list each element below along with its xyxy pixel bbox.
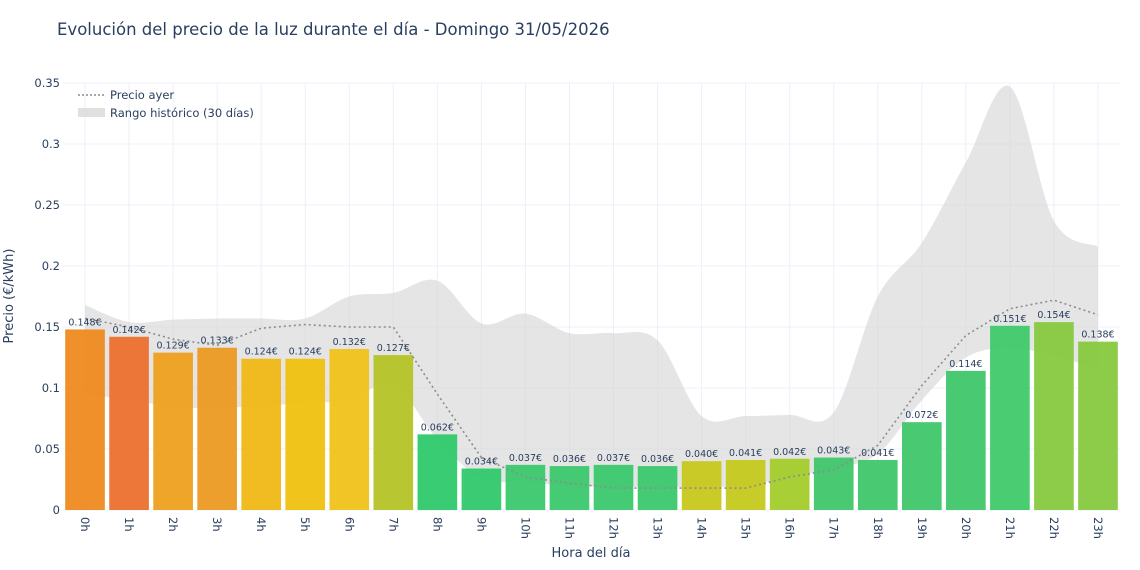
- x-tick-label: 16h: [783, 517, 797, 539]
- price-bar[interactable]: [549, 466, 590, 510]
- price-bar[interactable]: [593, 464, 634, 510]
- bar-value-label: 0.151€: [993, 314, 1026, 325]
- x-tick-label: 13h: [651, 517, 665, 539]
- bar-value-label: 0.041€: [861, 448, 894, 459]
- yesterday-price-line: [84, 299, 1099, 489]
- price-bar[interactable]: [946, 370, 986, 510]
- bar-layer: [65, 322, 1118, 510]
- x-tick-label: 5h: [298, 517, 312, 532]
- price-bar[interactable]: [153, 352, 193, 510]
- price-bar[interactable]: [901, 422, 942, 510]
- bar-value-label: 0.154€: [1037, 310, 1070, 321]
- bar-value-label: 0.114€: [949, 359, 982, 370]
- price-bar[interactable]: [769, 458, 810, 510]
- price-bar[interactable]: [197, 347, 237, 510]
- bar-value-label: 0.037€: [597, 453, 630, 464]
- price-bar[interactable]: [505, 464, 546, 510]
- x-tick-label: 19h: [915, 517, 929, 539]
- bar-value-label: 0.040€: [685, 449, 718, 460]
- bar-value-label: 0.036€: [553, 454, 586, 465]
- price-bar[interactable]: [725, 459, 766, 510]
- x-tick-label: 15h: [739, 517, 753, 539]
- x-tick-label: 0h: [78, 517, 92, 532]
- price-bar[interactable]: [1034, 322, 1074, 510]
- bar-value-label: 0.124€: [245, 347, 278, 358]
- y-axis-label: Precio (€/kWh): [2, 249, 17, 344]
- x-tick-label: 2h: [166, 517, 180, 532]
- price-bar[interactable]: [65, 329, 105, 510]
- x-tick-label: 12h: [607, 517, 621, 539]
- y-tick-label: 0.35: [34, 76, 60, 90]
- price-bar[interactable]: [417, 434, 458, 510]
- bar-value-label: 0.043€: [817, 446, 850, 457]
- x-tick-label: 14h: [695, 517, 709, 539]
- y-tick-label: 0.05: [34, 442, 60, 456]
- y-tick-label: 0.3: [42, 137, 60, 151]
- x-tick-label: 20h: [959, 517, 973, 539]
- bar-value-label: 0.124€: [289, 347, 322, 358]
- bar-value-label: 0.037€: [509, 453, 542, 464]
- bar-value-label: 0.127€: [377, 343, 410, 354]
- bar-value-label: 0.036€: [641, 454, 674, 465]
- x-tick-label: 4h: [254, 517, 268, 532]
- x-tick-label: 23h: [1091, 517, 1105, 539]
- x-tick-label: 21h: [1003, 517, 1017, 539]
- x-tick-label: 10h: [518, 517, 532, 539]
- yesterday-line-layer: [84, 299, 1099, 489]
- x-tick-label: 3h: [210, 517, 224, 532]
- bar-value-label: 0.142€: [112, 325, 145, 336]
- price-bar[interactable]: [990, 325, 1030, 510]
- price-bar[interactable]: [1078, 341, 1118, 510]
- x-tick-label: 6h: [342, 517, 356, 532]
- bar-value-label: 0.138€: [1081, 330, 1114, 341]
- bar-value-label: 0.132€: [333, 337, 366, 348]
- price-bar[interactable]: [857, 459, 898, 510]
- bar-value-label: 0.062€: [421, 422, 454, 433]
- data-label-layer: 0.148€ 0.142€ 0.129€ 0.133€ 0.124€ 0.124€ 0.13…: [68, 310, 1114, 467]
- x-axis-label: Hora del día: [552, 546, 631, 561]
- y-tick-label: 0.2: [42, 259, 60, 273]
- bar-value-label: 0.034€: [465, 457, 498, 468]
- bar-value-label: 0.148€: [68, 317, 101, 328]
- x-tick-label: 18h: [871, 517, 885, 539]
- legend: Precio ayer Rango histórico (30 días): [78, 88, 254, 120]
- x-tick-label: 22h: [1047, 517, 1061, 539]
- x-tick-label: 1h: [122, 517, 136, 532]
- bar-value-label: 0.133€: [201, 336, 234, 347]
- legend-band-swatch: [78, 108, 105, 117]
- x-tick-label: 7h: [386, 517, 400, 532]
- price-bar[interactable]: [285, 358, 326, 510]
- legend-item-precio-ayer[interactable]: Precio ayer: [110, 88, 174, 102]
- axis-layer: 0 0.05 0.1 0.15 0.2 0.25 0.3 0.35 0h 1h 2h 3h 4h 5h 6h…: [34, 76, 1105, 539]
- price-bar[interactable]: [461, 468, 502, 510]
- y-tick-label: 0.25: [34, 198, 60, 212]
- bar-value-label: 0.041€: [729, 448, 762, 459]
- price-bar[interactable]: [373, 355, 414, 510]
- bar-value-label: 0.042€: [773, 447, 806, 458]
- legend-item-rango-historico[interactable]: Rango histórico (30 días): [110, 106, 254, 120]
- x-tick-label: 17h: [827, 517, 841, 539]
- price-bar[interactable]: [241, 358, 282, 510]
- y-tick-label: 0: [53, 503, 60, 517]
- price-bar[interactable]: [109, 336, 149, 510]
- price-bar[interactable]: [813, 457, 854, 510]
- x-tick-label: 11h: [562, 517, 576, 539]
- x-tick-label: 9h: [474, 517, 488, 532]
- bar-value-label: 0.129€: [156, 341, 189, 352]
- y-tick-label: 0.1: [42, 381, 60, 395]
- price-bar[interactable]: [681, 461, 722, 510]
- bar-value-label: 0.072€: [905, 410, 938, 421]
- price-bar[interactable]: [329, 348, 370, 510]
- chart-title: Evolución del precio de la luz durante e…: [57, 20, 610, 39]
- y-tick-label: 0.15: [34, 320, 60, 334]
- x-tick-label: 8h: [430, 517, 444, 532]
